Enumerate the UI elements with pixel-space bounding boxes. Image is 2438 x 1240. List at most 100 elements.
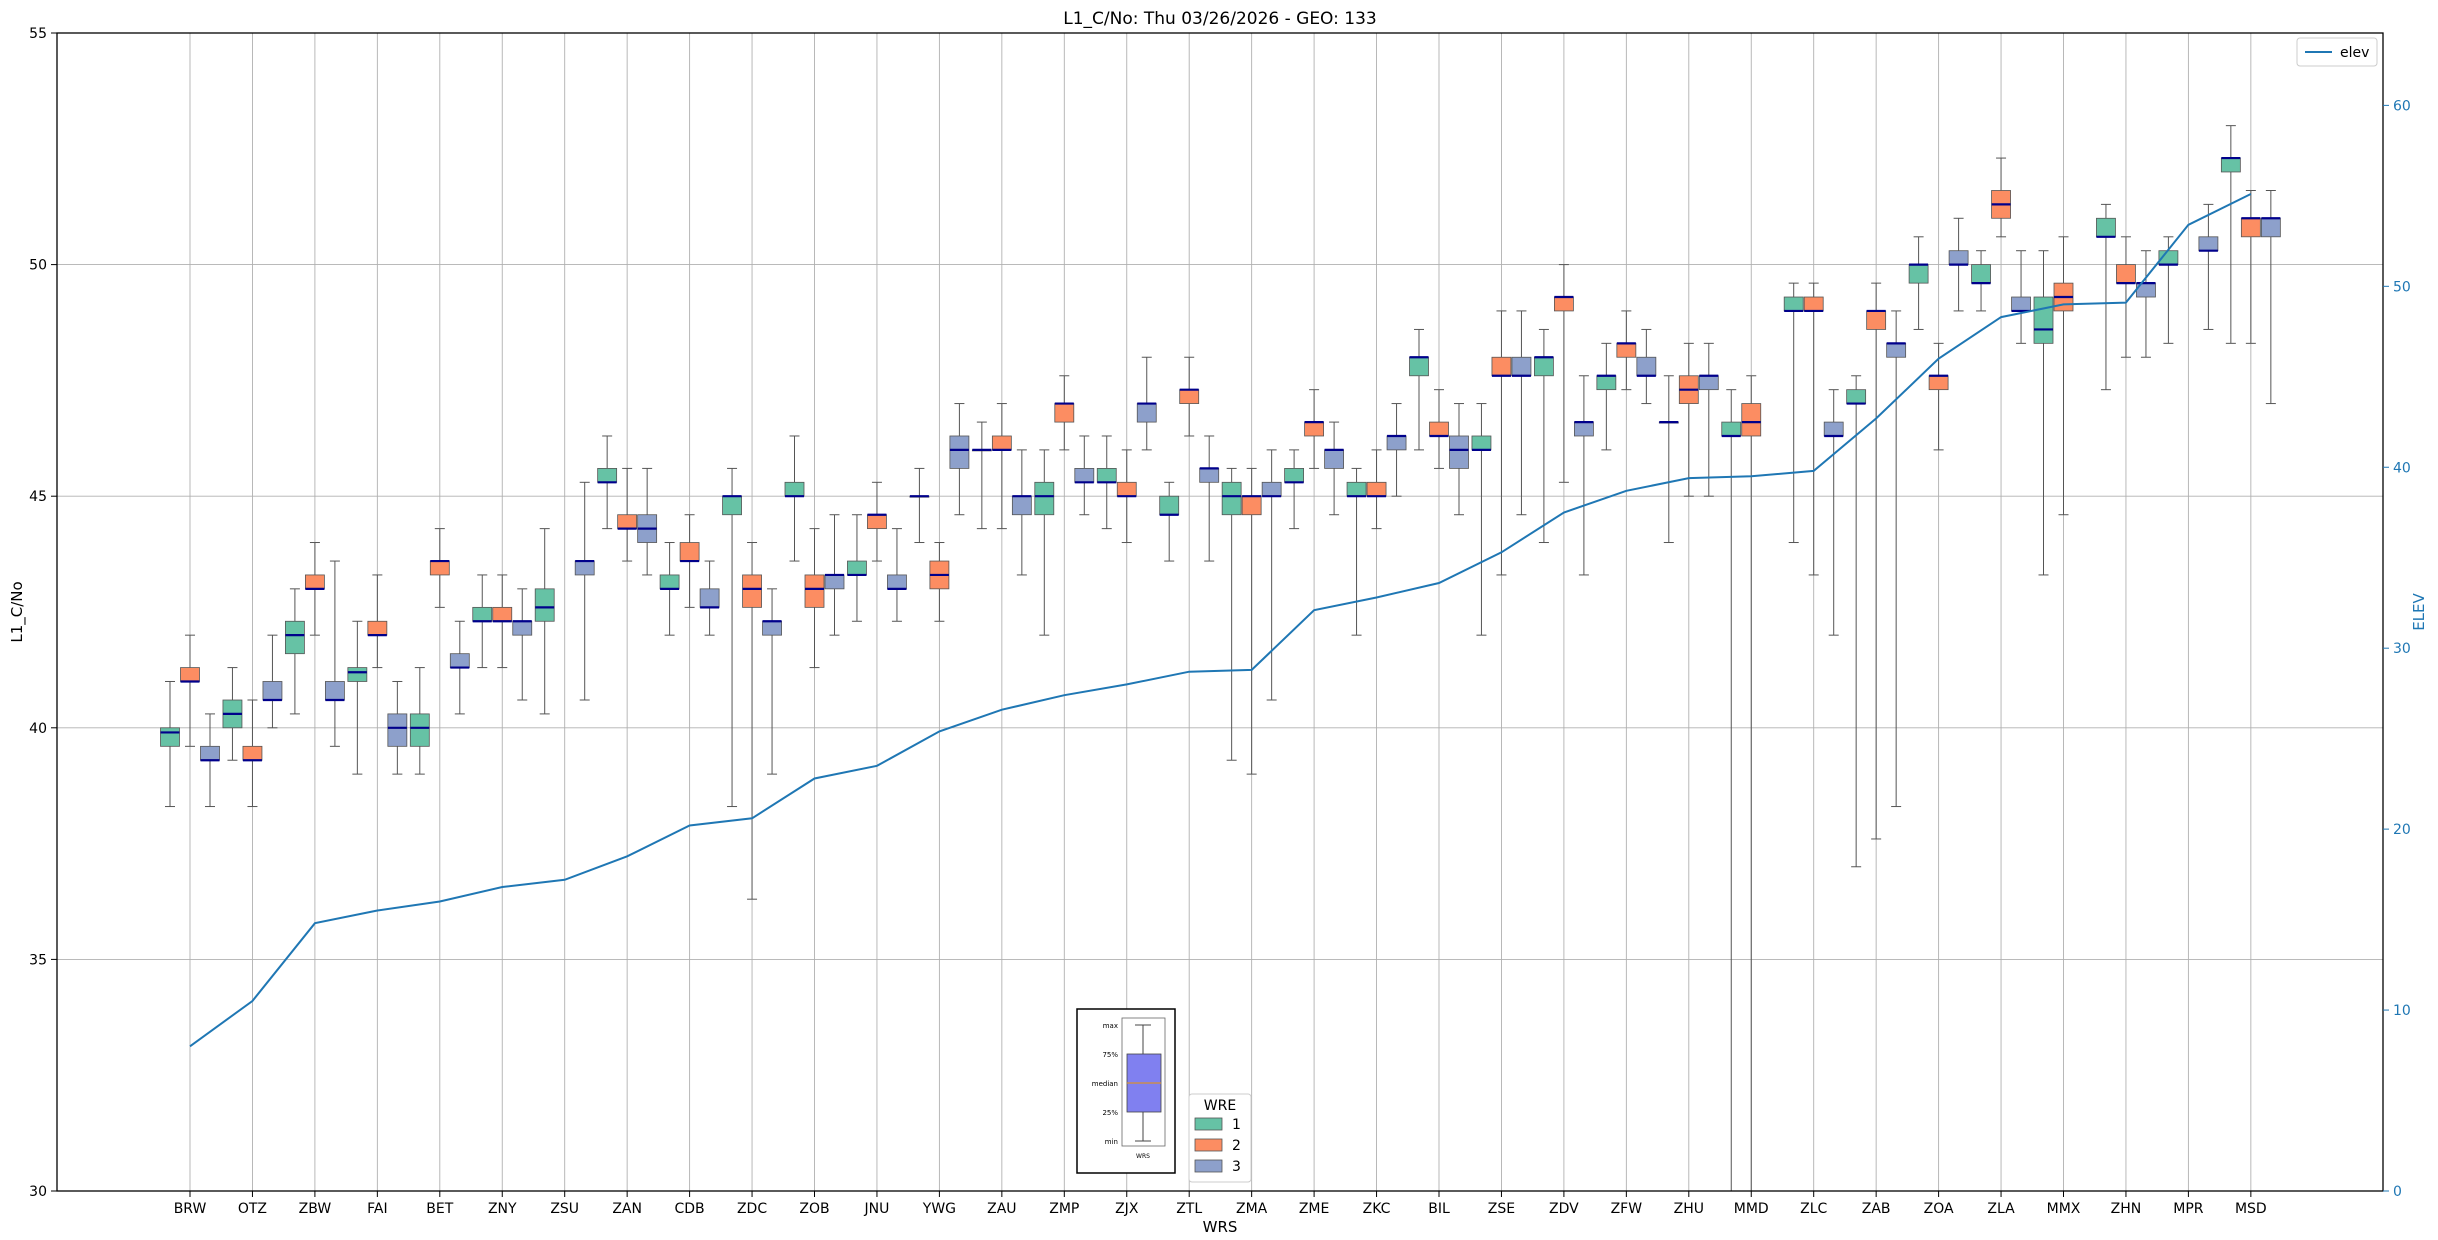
box-body xyxy=(825,575,844,589)
x-tick-label: FAI xyxy=(367,1201,387,1217)
x-tick-label: ZLC xyxy=(1800,1201,1827,1217)
wre-legend-label-1: 1 xyxy=(1232,1117,1241,1133)
y-tick-label: 45 xyxy=(29,489,47,505)
x-tick-label: ZFW xyxy=(1611,1201,1643,1217)
box-body xyxy=(785,482,804,496)
box-body xyxy=(1450,436,1469,468)
box-body xyxy=(1929,376,1948,390)
key-xlabel: WRS xyxy=(1136,1153,1150,1160)
x-tick-label: ZHN xyxy=(2111,1201,2142,1217)
x-tick-label: OTZ xyxy=(238,1201,267,1217)
x-tick-label: JNU xyxy=(864,1201,890,1217)
box-body xyxy=(805,575,824,607)
box-body xyxy=(263,681,282,700)
y-tick-label: 40 xyxy=(29,721,47,737)
box-body xyxy=(305,575,324,589)
box-body xyxy=(1867,311,1886,330)
box-body xyxy=(1534,357,1553,376)
box-body xyxy=(1472,436,1491,450)
box-body xyxy=(1262,482,1281,496)
box-body xyxy=(700,589,719,608)
x-tick-label: ZDC xyxy=(737,1201,767,1217)
box-key-illustration: max 75% median 25% min WRS xyxy=(1077,1009,1175,1173)
box-body xyxy=(2261,218,2280,237)
box-body xyxy=(1784,297,1803,311)
wre-legend-swatch-2 xyxy=(1195,1139,1222,1151)
elev-legend-label: elev xyxy=(2340,45,2369,61)
box-body xyxy=(473,607,492,621)
box-plot-chart: 3035404550550102030405060BRW OTZ ZBW FAI BET… xyxy=(0,0,2438,1240)
y-axis-label: L1_C/No xyxy=(8,581,27,642)
y-tick-label: 55 xyxy=(29,26,47,42)
box-body xyxy=(1410,357,1429,376)
x-axis-label: WRS xyxy=(1203,1218,1238,1236)
y2-tick-label: 20 xyxy=(2393,822,2411,838)
box-body xyxy=(1387,436,1406,450)
box-body xyxy=(867,515,886,529)
x-tick-label: YWG xyxy=(922,1201,956,1217)
y2-axis-label: ELEV xyxy=(2410,592,2428,630)
x-tick-label: ZOA xyxy=(1924,1201,1954,1217)
box-body xyxy=(723,496,742,515)
box-body xyxy=(992,436,1011,450)
box-body xyxy=(1847,390,1866,404)
x-tick-label: BRW xyxy=(174,1201,207,1217)
x-tick-label: ZMA xyxy=(1236,1201,1268,1217)
y2-tick-label: 40 xyxy=(2393,460,2411,476)
x-tick-label: ZAN xyxy=(612,1201,642,1217)
y2-tick-label: 0 xyxy=(2393,1184,2402,1200)
box-body xyxy=(513,621,532,635)
box-body xyxy=(660,575,679,589)
box-body xyxy=(743,575,762,607)
box-body xyxy=(1285,468,1304,482)
box-body xyxy=(1512,357,1531,376)
wre-legend-label-3: 3 xyxy=(1232,1159,1241,1175)
box-body xyxy=(450,654,469,668)
box-body xyxy=(1012,496,1031,515)
chart-title: L1_C/No: Thu 03/26/2026 - GEO: 133 xyxy=(1063,9,1376,29)
box-body xyxy=(201,746,220,760)
box-body xyxy=(325,681,344,700)
box-body xyxy=(680,543,699,562)
box-body xyxy=(368,621,387,635)
box-body xyxy=(161,728,180,747)
x-tick-label: ZHU xyxy=(1674,1201,1704,1217)
key-label-q1: 25% xyxy=(1102,1109,1118,1117)
box-body xyxy=(1325,450,1344,469)
x-tick-label: ZDV xyxy=(1549,1201,1579,1217)
x-tick-label: CDB xyxy=(675,1201,705,1217)
box-body xyxy=(1347,482,1366,496)
key-label-max: max xyxy=(1103,1022,1118,1030)
key-label-median: median xyxy=(1092,1080,1118,1088)
x-tick-label: ZOB xyxy=(799,1201,829,1217)
y-tick-label: 35 xyxy=(29,952,47,968)
box-body xyxy=(243,746,262,760)
box-body xyxy=(1722,422,1741,436)
box-body xyxy=(1699,376,1718,390)
box-body xyxy=(2199,237,2218,251)
box-body xyxy=(1574,422,1593,436)
x-tick-label: ZSU xyxy=(550,1201,579,1217)
y2-tick-label: 30 xyxy=(2393,641,2411,657)
x-tick-label: ZBW xyxy=(299,1201,332,1217)
box-body xyxy=(2221,158,2240,172)
box-body xyxy=(1160,496,1179,515)
box-body xyxy=(1200,468,1219,482)
x-tick-label: ZTL xyxy=(1176,1201,1202,1217)
y-tick-label: 30 xyxy=(29,1184,47,1200)
x-tick-label: ZAU xyxy=(987,1201,1016,1217)
box-body xyxy=(1597,376,1616,390)
box-body xyxy=(887,575,906,589)
y2-tick-label: 60 xyxy=(2393,98,2411,114)
box-body xyxy=(1097,468,1116,482)
box-body xyxy=(1180,390,1199,404)
box-body xyxy=(1055,404,1074,423)
box-body xyxy=(1430,422,1449,436)
key-label-min: min xyxy=(1105,1138,1118,1146)
x-tick-label: ZSE xyxy=(1488,1201,1515,1217)
box-body xyxy=(1367,482,1386,496)
x-tick-label: ZJX xyxy=(1115,1201,1139,1217)
box-body xyxy=(1972,265,1991,284)
wre-legend-label-2: 2 xyxy=(1232,1138,1241,1154)
box-body xyxy=(1617,343,1636,357)
